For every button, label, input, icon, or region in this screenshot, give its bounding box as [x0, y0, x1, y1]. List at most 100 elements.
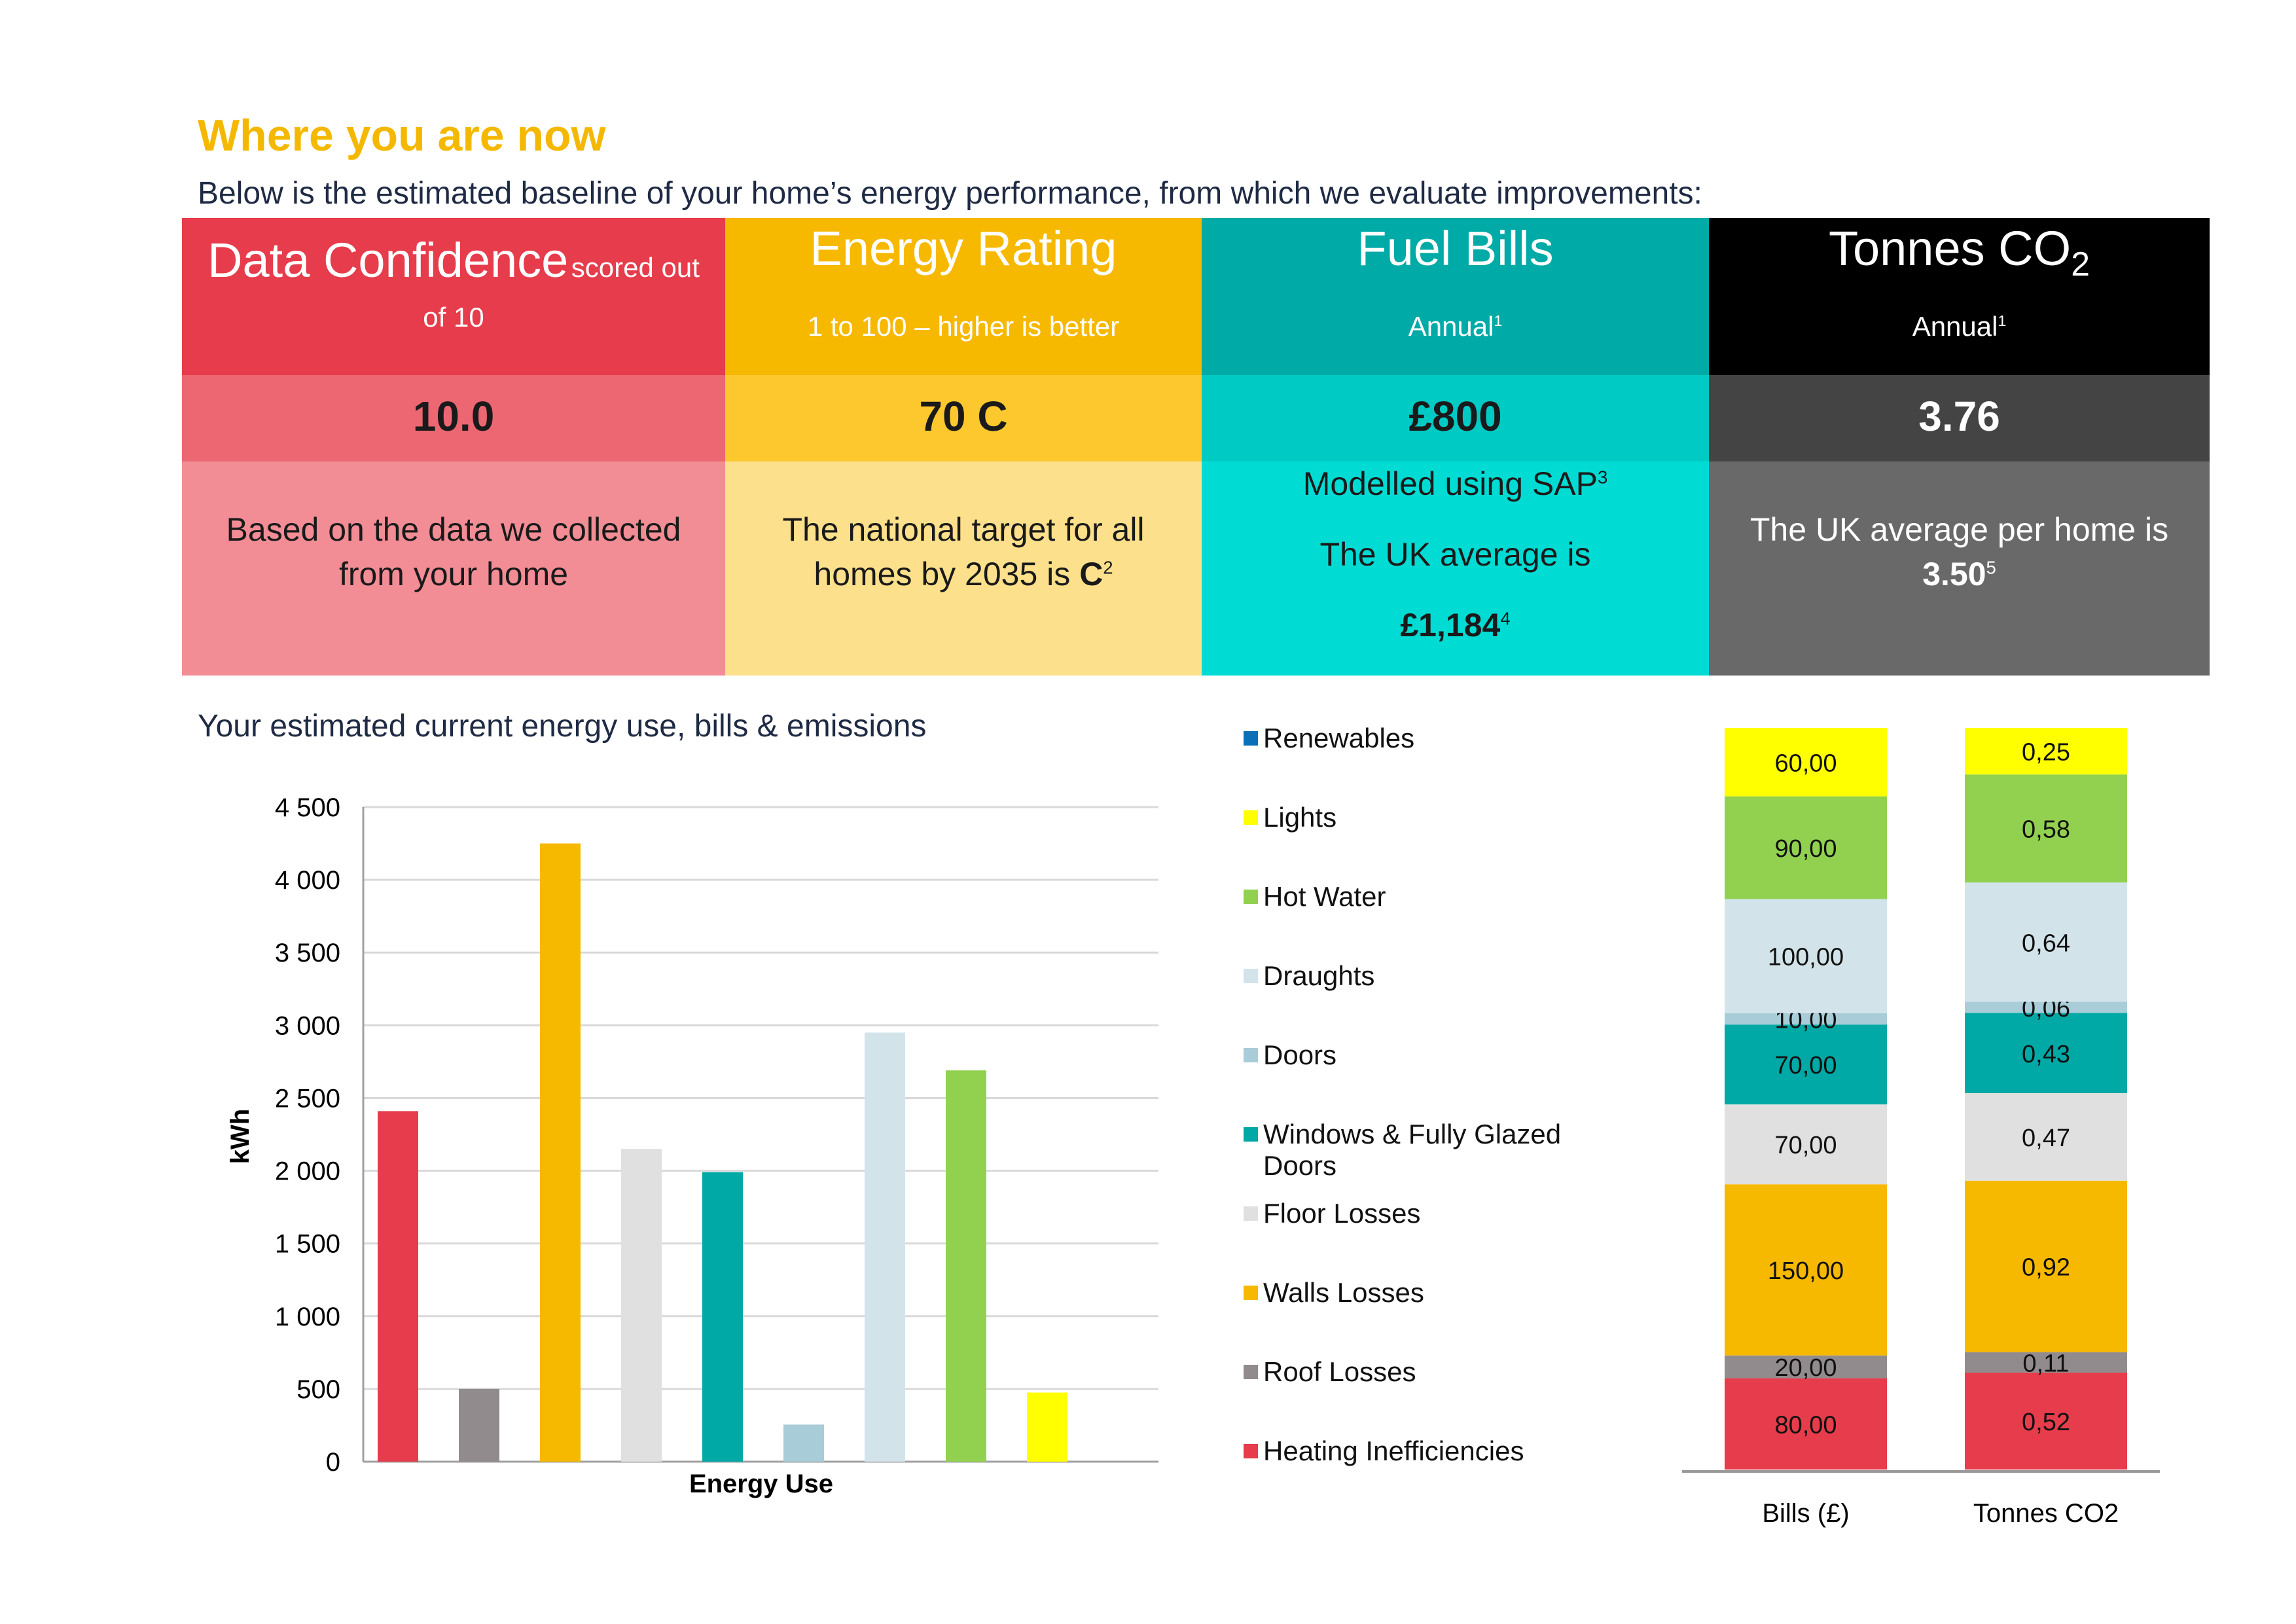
y-tick-label: 1 000	[275, 1303, 340, 1331]
y-tick-label: 2 000	[275, 1157, 340, 1186]
bills-subtitle: Annual1	[1408, 311, 1503, 342]
x-axis-label: Energy Use	[689, 1470, 833, 1498]
co2-uk-average: 3.505	[1922, 556, 1996, 592]
legend-swatch	[1244, 890, 1258, 904]
bills-value: £800	[1408, 393, 1502, 440]
legend-label: Doors	[1263, 1039, 1337, 1070]
segment-label: 20,00	[1774, 1354, 1837, 1382]
legend-label: Renewables	[1263, 723, 1415, 753]
bar	[459, 1388, 499, 1462]
legend-label: Heating Inefficiencies	[1263, 1435, 1524, 1466]
bar	[702, 1172, 743, 1462]
bar	[540, 843, 581, 1462]
legend-label: Roof Losses	[1263, 1356, 1416, 1387]
confidence-desc-line2: from your home	[338, 556, 569, 592]
rating-desc-line1: The national target for all	[782, 511, 1145, 548]
y-tick-label: 1 500	[275, 1230, 340, 1259]
stack-segment	[1725, 728, 1887, 797]
segment-label: 0,92	[2022, 1254, 2070, 1282]
legend-label: Floor Losses	[1263, 1198, 1421, 1229]
bar	[783, 1424, 824, 1462]
co2-value: 3.76	[1918, 393, 2000, 440]
bills-desc-cell: Modelled using SAP3 The UK average is £1…	[1202, 461, 1709, 676]
rating-target-grade: C	[1079, 556, 1103, 592]
bills-header: Fuel Bills Annual1	[1202, 218, 1709, 375]
category-label: Bills (£)	[1762, 1499, 1849, 1528]
segment-label: 70,00	[1774, 1132, 1837, 1159]
stack-segment	[1965, 1092, 2127, 1181]
stack-segment	[1965, 728, 2127, 775]
y-tick-label: 3 000	[275, 1011, 340, 1040]
category-label: Tonnes CO2	[1973, 1499, 2119, 1528]
stack-segment	[1725, 899, 1887, 1013]
energy-use-bar-chart: 0 500 1 000 1 500 2 000 2 500 3 000 3 500 4 000 4…	[226, 793, 1158, 1498]
legend-label: Draughts	[1263, 960, 1375, 991]
bills-desc-line2: The UK average is	[1319, 536, 1591, 573]
stack-segment	[1725, 1024, 1887, 1105]
legend-label: Hot Water	[1263, 881, 1386, 912]
confidence-title: Data Confidence	[207, 233, 569, 287]
confidence-title-suffix: scored out	[571, 252, 700, 283]
y-tick-label: 3 500	[275, 939, 340, 967]
segment-label: 0,47	[2022, 1125, 2070, 1152]
segment-label: 0,43	[2022, 1041, 2070, 1068]
co2-title: Tonnes CO2	[1829, 221, 2090, 283]
co2-subtitle: Annual1	[1912, 311, 2007, 342]
rating-desc-line2: homes by 2035 is C2	[814, 556, 1113, 592]
rating-header: Energy Rating 1 to 100 – higher is bette…	[725, 218, 1202, 375]
segment-label: 0,58	[2022, 816, 2070, 844]
co2-desc-cell: The UK average per home is 3.505	[1709, 461, 2210, 676]
bills-uk-average: £1,1844	[1400, 607, 1511, 643]
stack-segment	[1725, 796, 1887, 899]
legend-swatch	[1244, 1286, 1258, 1300]
segment-label: 80,00	[1774, 1411, 1837, 1439]
co2-header: Tonnes CO2 Annual1	[1709, 218, 2210, 375]
rating-title: Energy Rating	[810, 221, 1117, 276]
stack-segment	[1965, 882, 2127, 1002]
y-axis-label: kWh	[226, 1109, 255, 1164]
stack-segment	[1965, 1372, 2127, 1470]
rating-subtitle: 1 to 100 – higher is better	[807, 311, 1120, 342]
segment-label: 60,00	[1774, 749, 1837, 777]
y-tick-label: 4 000	[275, 866, 340, 895]
y-tick-label: 500	[296, 1375, 340, 1404]
legend-label: Windows & Fully Glazed Doors	[1263, 1119, 1562, 1181]
y-tick-label: 0	[326, 1448, 340, 1477]
stack-segment	[1965, 774, 2127, 883]
rating-value: 70 C	[919, 393, 1008, 440]
stack-segment	[1725, 1355, 1887, 1379]
bills-title: Fuel Bills	[1357, 221, 1554, 276]
confidence-value: 10.0	[412, 393, 495, 440]
stack-segment	[1965, 1180, 2127, 1352]
stack-segment	[1725, 1378, 1887, 1470]
stack-segment	[1725, 1184, 1887, 1356]
legend-swatch	[1244, 1444, 1258, 1458]
segment-label: 70,00	[1774, 1052, 1837, 1079]
legend-swatch	[1244, 1206, 1258, 1221]
stack-segment	[1965, 1001, 2127, 1013]
stack-segment	[1725, 1013, 1887, 1025]
rating-value-cell: 70 C	[725, 375, 1202, 461]
confidence-desc-line1: Based on the data we collected	[226, 511, 681, 548]
co2-value-cell: 3.76	[1709, 375, 2210, 461]
bills-value-cell: £800	[1202, 375, 1709, 461]
segment-label: 150,00	[1768, 1257, 1844, 1285]
bar	[946, 1070, 986, 1462]
legend-swatch	[1244, 1048, 1258, 1062]
page-title: Where you are now	[198, 111, 606, 160]
legend-label: Walls Losses	[1263, 1277, 1424, 1308]
legend-swatch	[1244, 810, 1258, 825]
legend-swatch	[1244, 969, 1258, 983]
confidence-subtitle: of 10	[423, 302, 484, 333]
segment-label: 100,00	[1768, 944, 1844, 971]
bills-co2-stacked-chart: 80,0020,00150,0070,0070,0010,00100,0090,…	[1682, 728, 2160, 1528]
stack-segment	[1965, 1013, 2127, 1093]
confidence-desc-cell: Based on the data we collected from your…	[182, 461, 725, 676]
bar	[865, 1032, 905, 1462]
bills-desc-line1: Modelled using SAP3	[1302, 465, 1608, 502]
segment-label: 0,25	[2022, 739, 2070, 767]
legend-swatch	[1244, 1127, 1258, 1142]
segment-label: 0,64	[2022, 929, 2070, 957]
stack-segment	[1725, 1104, 1887, 1185]
legend-label: Lights	[1263, 802, 1337, 833]
